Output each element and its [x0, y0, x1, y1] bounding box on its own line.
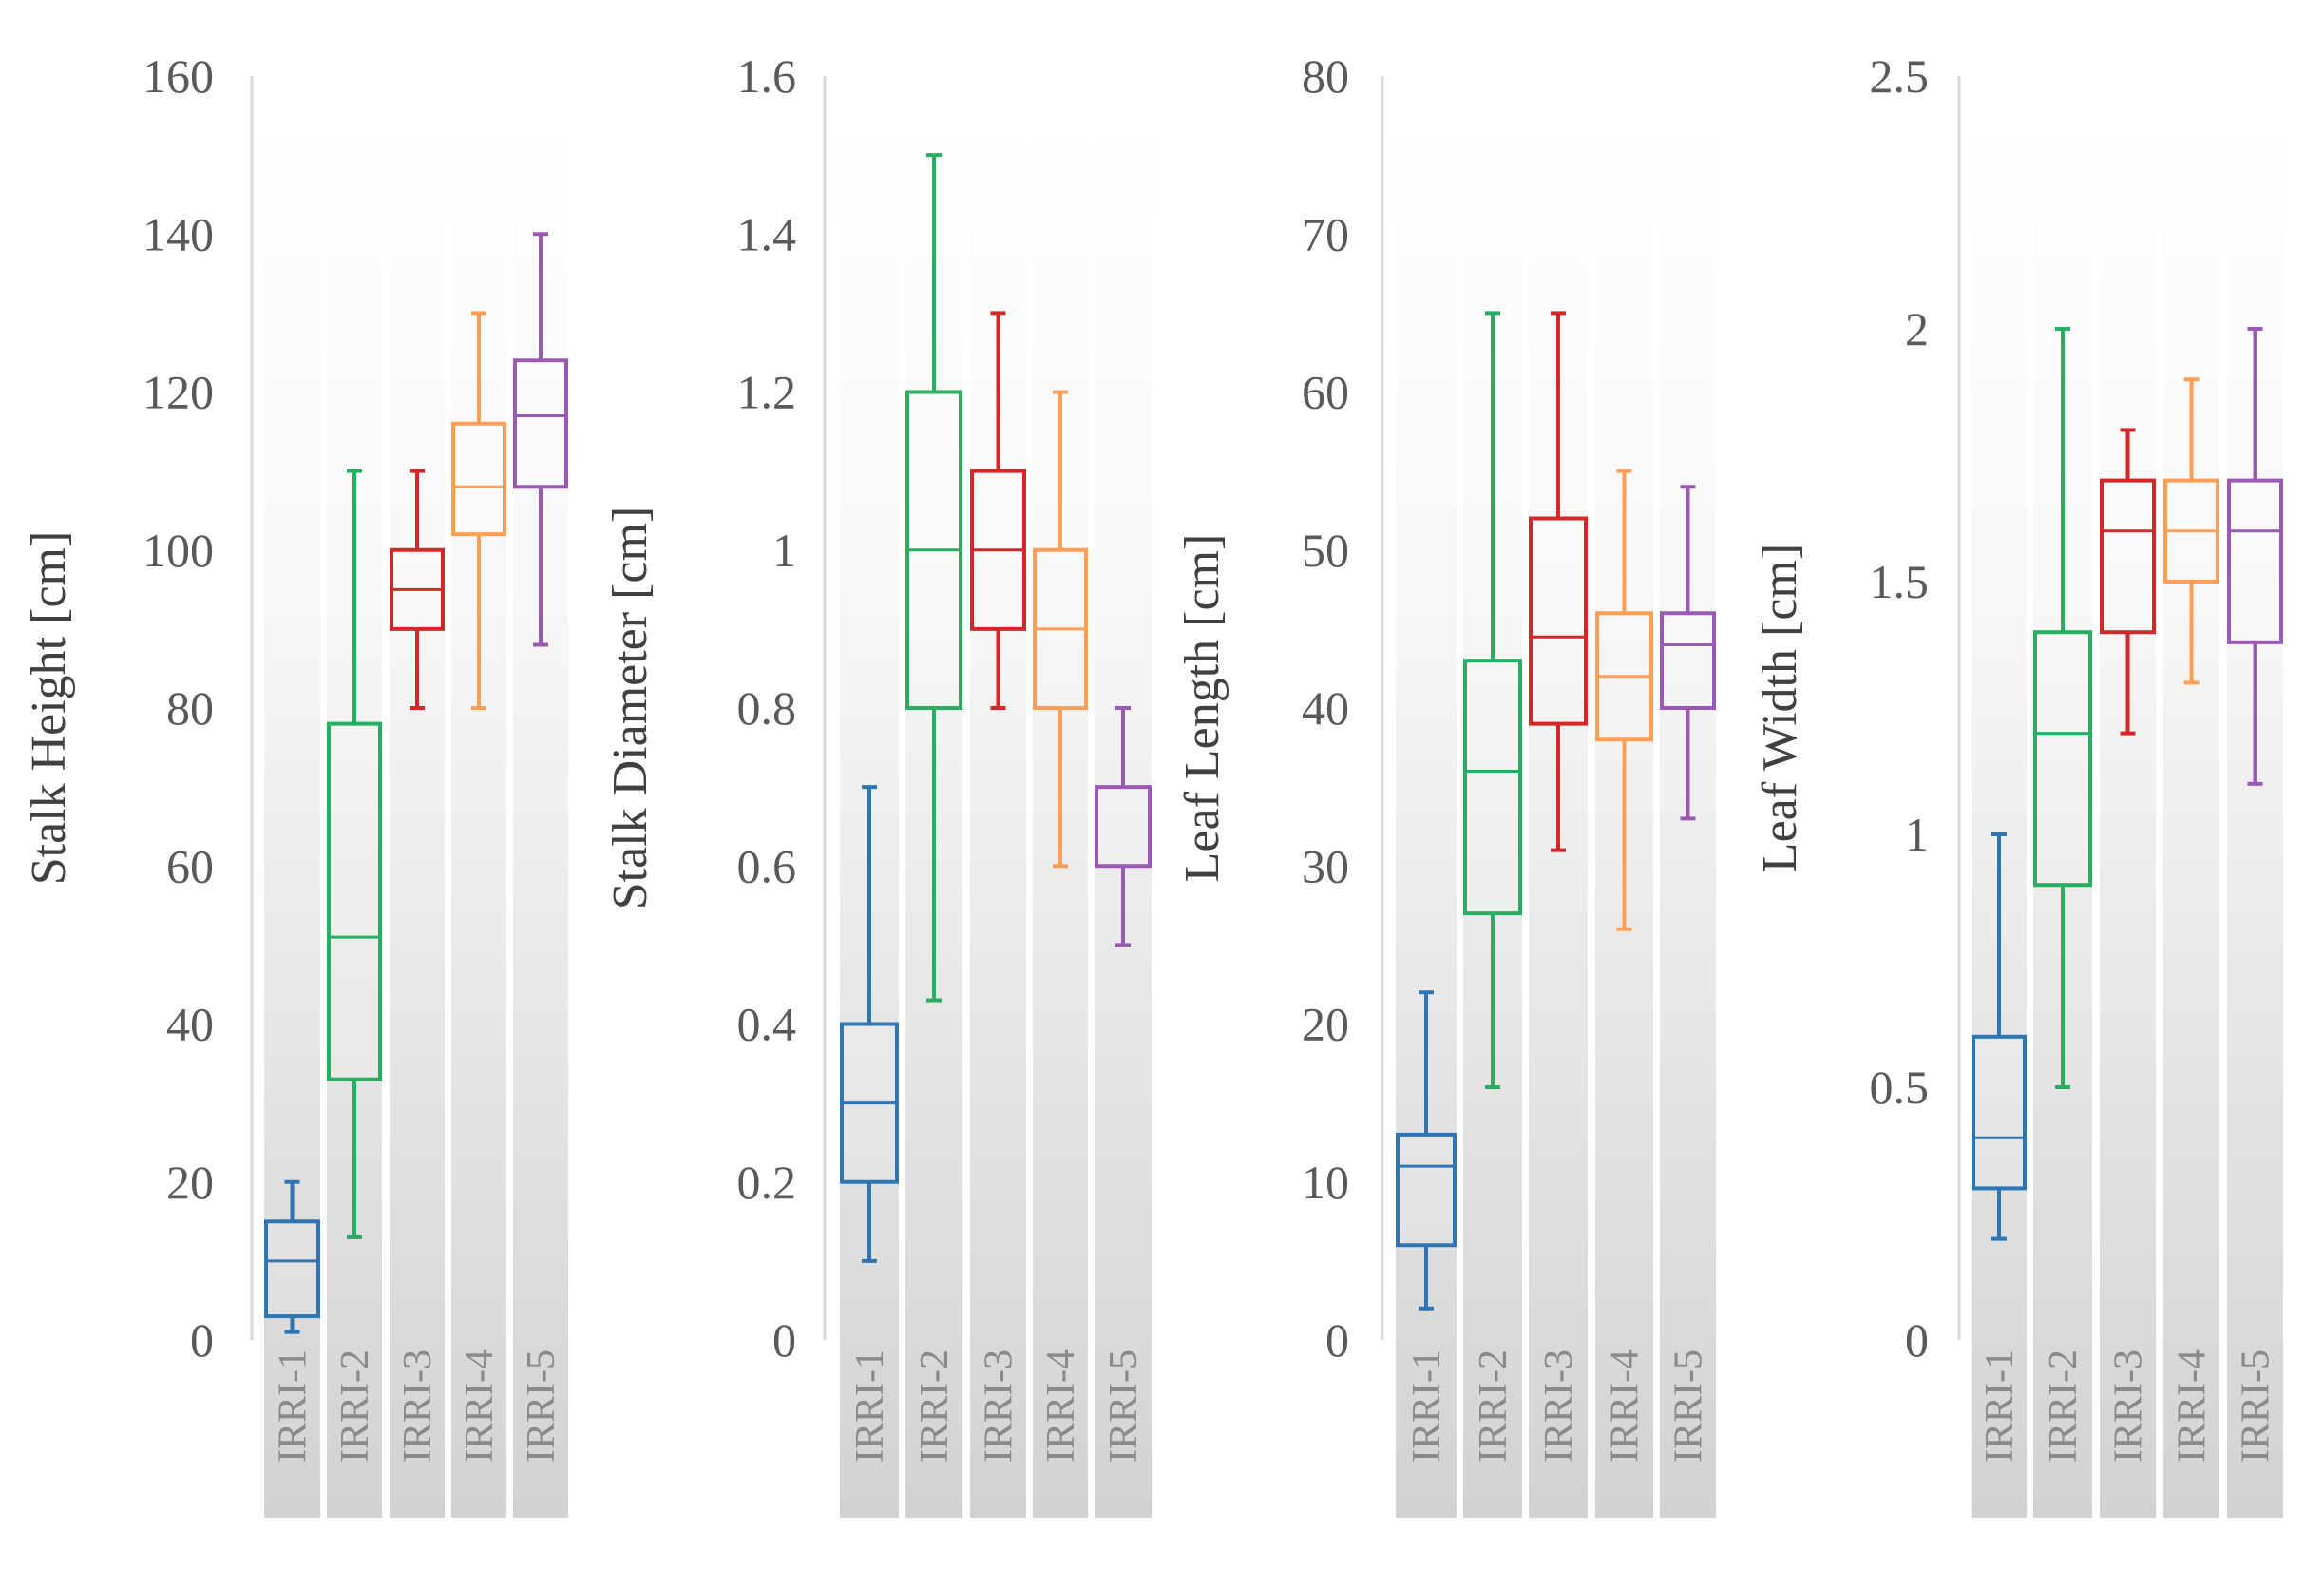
- category-strip-3: [390, 124, 445, 1518]
- category-label: IRRI-3: [1537, 1349, 1581, 1463]
- category-strip-5: [1095, 124, 1152, 1518]
- category-label: IRRI-3: [2107, 1349, 2151, 1463]
- y-axis-title: Stalk Height [cm]: [22, 531, 76, 886]
- y-tick-label: 20: [1302, 998, 1349, 1051]
- category-label: IRRI-4: [1039, 1349, 1083, 1463]
- y-tick-label: 30: [1302, 839, 1349, 892]
- y-tick-label: 0: [190, 1313, 214, 1367]
- category-strip-4: [2163, 124, 2219, 1518]
- box-irri-1: [1972, 1034, 2027, 1191]
- y-tick-label: 0.5: [1870, 1061, 1930, 1114]
- y-axis-title: Stalk Diameter [cm]: [603, 507, 657, 910]
- category-label: IRRI-1: [272, 1349, 315, 1463]
- y-tick-label: 0.8: [737, 681, 797, 735]
- y-tick-label: 80: [166, 681, 214, 735]
- category-strip-3: [2100, 124, 2156, 1518]
- box-irri-3: [1529, 516, 1588, 726]
- box-irri-5: [1660, 611, 1716, 710]
- y-tick-label: 60: [166, 839, 214, 892]
- box-irri-5: [1095, 785, 1152, 869]
- box-irri-2: [327, 721, 382, 1081]
- y-tick-label: 1: [772, 524, 796, 577]
- y-tick-label: 2: [1905, 302, 1929, 355]
- box-irri-3: [2100, 478, 2156, 635]
- y-tick-label: 0.6: [737, 839, 797, 892]
- y-axis-title: Leaf Length [cm]: [1175, 534, 1229, 883]
- category-strip-2: [327, 124, 382, 1518]
- y-tick-label: 10: [1302, 1156, 1349, 1209]
- y-tick-label: 0: [772, 1313, 796, 1367]
- category-label: IRRI-4: [2171, 1349, 2215, 1463]
- category-strip-1: [264, 124, 320, 1518]
- y-tick-label: 100: [143, 524, 214, 577]
- category-label: IRRI-5: [1102, 1349, 1146, 1463]
- category-label: IRRI-1: [1978, 1349, 2022, 1463]
- category-strip-1: [1972, 124, 2027, 1518]
- category-label: IRRI-5: [1667, 1349, 1711, 1463]
- y-tick-label: 70: [1302, 207, 1349, 260]
- y-tick-label: 120: [143, 366, 214, 419]
- y-tick-label: 140: [143, 207, 214, 260]
- box-irri-5: [2227, 478, 2283, 644]
- y-tick-label: 1.4: [737, 207, 797, 260]
- y-tick-label: 1.5: [1870, 555, 1930, 608]
- y-tick-label: 1: [1905, 808, 1929, 861]
- category-label: IRRI-5: [2235, 1349, 2278, 1463]
- y-tick-label: 20: [166, 1156, 214, 1209]
- chart-panel-4: 0 0.5 1 1.5 2 2.5 Leaf Width [cm] IRRI-1 IRRI-2 I…: [1753, 49, 2283, 1518]
- category-label: IRRI-2: [913, 1349, 957, 1463]
- category-strip-5: [1660, 124, 1716, 1518]
- y-tick-label: 0.2: [737, 1156, 797, 1209]
- y-tick-label: 0.4: [737, 998, 797, 1051]
- y-tick-label: 0: [1325, 1313, 1349, 1367]
- category-label: IRRI-1: [848, 1349, 892, 1463]
- category-label: IRRI-5: [520, 1349, 563, 1463]
- category-label: IRRI-2: [333, 1349, 377, 1463]
- chart-panel-1: 0 20 40 60 80 100 120 140 160 Stalk Height [cm] IR…: [22, 49, 568, 1518]
- category-label: IRRI-4: [458, 1349, 502, 1463]
- y-tick-label: 50: [1302, 524, 1349, 577]
- y-tick-label: 60: [1302, 366, 1349, 419]
- category-label: IRRI-3: [978, 1349, 1021, 1463]
- y-tick-label: 160: [143, 49, 214, 103]
- box-irri-1: [1396, 1132, 1457, 1248]
- category-label: IRRI-4: [1604, 1349, 1648, 1463]
- category-label: IRRI-2: [2042, 1349, 2086, 1463]
- y-tick-label: 2.5: [1870, 49, 1930, 103]
- box-irri-1: [264, 1219, 320, 1319]
- category-label: IRRI-3: [396, 1349, 440, 1463]
- box-irri-2: [1463, 659, 1522, 916]
- box-irri-4: [451, 421, 506, 537]
- y-tick-label: 1.6: [737, 49, 797, 103]
- chart-panel-3: 0 10 20 30 40 50 60 70 80 Leaf Length [cm] IRRI-1 I…: [1175, 49, 1716, 1518]
- y-tick-label: 40: [166, 998, 214, 1051]
- y-tick-label: 1.2: [737, 366, 797, 419]
- box-irri-5: [513, 358, 568, 489]
- y-tick-label: 40: [1302, 681, 1349, 735]
- category-label: IRRI-1: [1405, 1349, 1449, 1463]
- y-tick-label: 80: [1302, 49, 1349, 103]
- y-axis-title: Leaf Width [cm]: [1753, 544, 1807, 872]
- category-label: IRRI-2: [1472, 1349, 1515, 1463]
- box-irri-2: [2033, 630, 2092, 888]
- y-tick-label: 0: [1905, 1313, 1929, 1367]
- chart-panel-2: 0 0.2 0.4 0.6 0.8 1 1.2 1.4 1.6 Stalk Diameter [c…: [603, 49, 1152, 1518]
